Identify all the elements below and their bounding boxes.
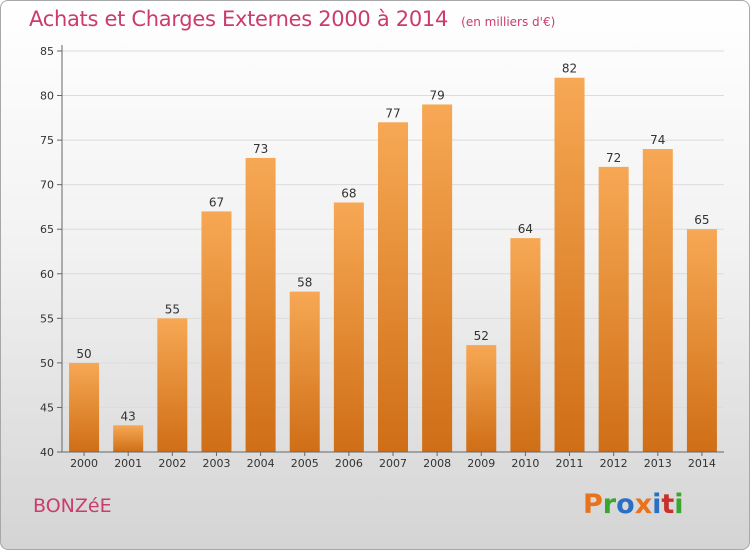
x-tick-label: 2011 — [556, 457, 584, 470]
title-row: Achats et Charges Externes 2000 à 2014 (… — [29, 7, 555, 31]
y-tick-label: 55 — [40, 312, 54, 325]
x-tick-label: 2010 — [511, 457, 539, 470]
bar-value-label: 72 — [606, 151, 621, 165]
bar — [289, 291, 320, 452]
x-tick-label: 2001 — [114, 457, 142, 470]
bar-value-label: 50 — [76, 347, 91, 361]
bar-value-label: 43 — [121, 409, 136, 423]
axes: 40 45 50 55 60 65 70 75 80 85 2000 2001 2002 2003 2004… — [40, 45, 724, 470]
x-tick-label: 2009 — [467, 457, 495, 470]
logo-letter: i — [652, 489, 662, 520]
bar-value-label: 52 — [474, 329, 489, 343]
y-tick-label: 50 — [40, 357, 54, 370]
bar — [642, 149, 673, 452]
x-tick-label: 2008 — [423, 457, 451, 470]
bar — [333, 202, 364, 452]
bar-value-label: 58 — [297, 276, 312, 290]
chart-subtitle: (en milliers d'€) — [461, 15, 556, 29]
logo-letter: o — [616, 489, 635, 520]
y-tick-label: 75 — [40, 134, 54, 147]
x-tick-label: 2007 — [379, 457, 407, 470]
bar-value-label: 68 — [341, 186, 356, 200]
bar-value-label: 79 — [429, 88, 444, 102]
y-tick-label: 45 — [40, 401, 54, 414]
bar-value-label: 67 — [209, 195, 224, 209]
bar — [554, 77, 585, 452]
logo-letter: r — [602, 489, 617, 520]
bar-value-label: 74 — [650, 133, 665, 147]
x-tick-label: 2003 — [202, 457, 230, 470]
bar — [245, 157, 276, 452]
bar — [377, 122, 409, 453]
bar — [686, 229, 717, 452]
bar-value-label: 55 — [165, 302, 180, 316]
y-tick-label: 85 — [40, 45, 54, 58]
x-tick-label: 2002 — [158, 457, 186, 470]
bar — [157, 318, 188, 452]
y-tick-label: 80 — [40, 90, 54, 103]
logo-letter: P — [583, 489, 603, 520]
town-name: BONZéE — [33, 495, 112, 517]
logo-letter: i — [674, 489, 684, 520]
bar — [201, 211, 232, 452]
bar — [422, 104, 453, 452]
y-tick-label: 40 — [40, 446, 54, 459]
bar-value-label: 82 — [562, 62, 577, 76]
bar — [113, 425, 144, 452]
bars: 50 43 55 67 73 58 68 77 79 52 64 82 72 74 65 — [69, 62, 717, 453]
x-tick-label: 2005 — [291, 457, 319, 470]
logo-letter: x — [634, 489, 653, 520]
y-tick-label: 60 — [40, 268, 54, 281]
bar-value-label: 65 — [694, 213, 709, 227]
bar — [598, 166, 629, 452]
bar — [466, 345, 497, 452]
bar-value-label: 73 — [253, 142, 268, 156]
proxiti-logo: Proxiti — [583, 489, 684, 520]
x-tick-label: 2013 — [644, 457, 672, 470]
x-tick-label: 2012 — [600, 457, 628, 470]
logo-letter: t — [661, 489, 675, 520]
x-tick-label: 2000 — [70, 457, 98, 470]
x-tick-label: 2014 — [688, 457, 716, 470]
bar-value-label: 64 — [518, 222, 533, 236]
bar — [510, 238, 541, 452]
x-tick-label: 2006 — [335, 457, 363, 470]
chart-title: Achats et Charges Externes 2000 à 2014 — [29, 7, 449, 31]
bar — [69, 362, 100, 452]
y-tick-label: 65 — [40, 223, 54, 236]
x-tick-label: 2004 — [247, 457, 275, 470]
y-tick-label: 70 — [40, 179, 54, 192]
bar-value-label: 77 — [385, 106, 400, 120]
